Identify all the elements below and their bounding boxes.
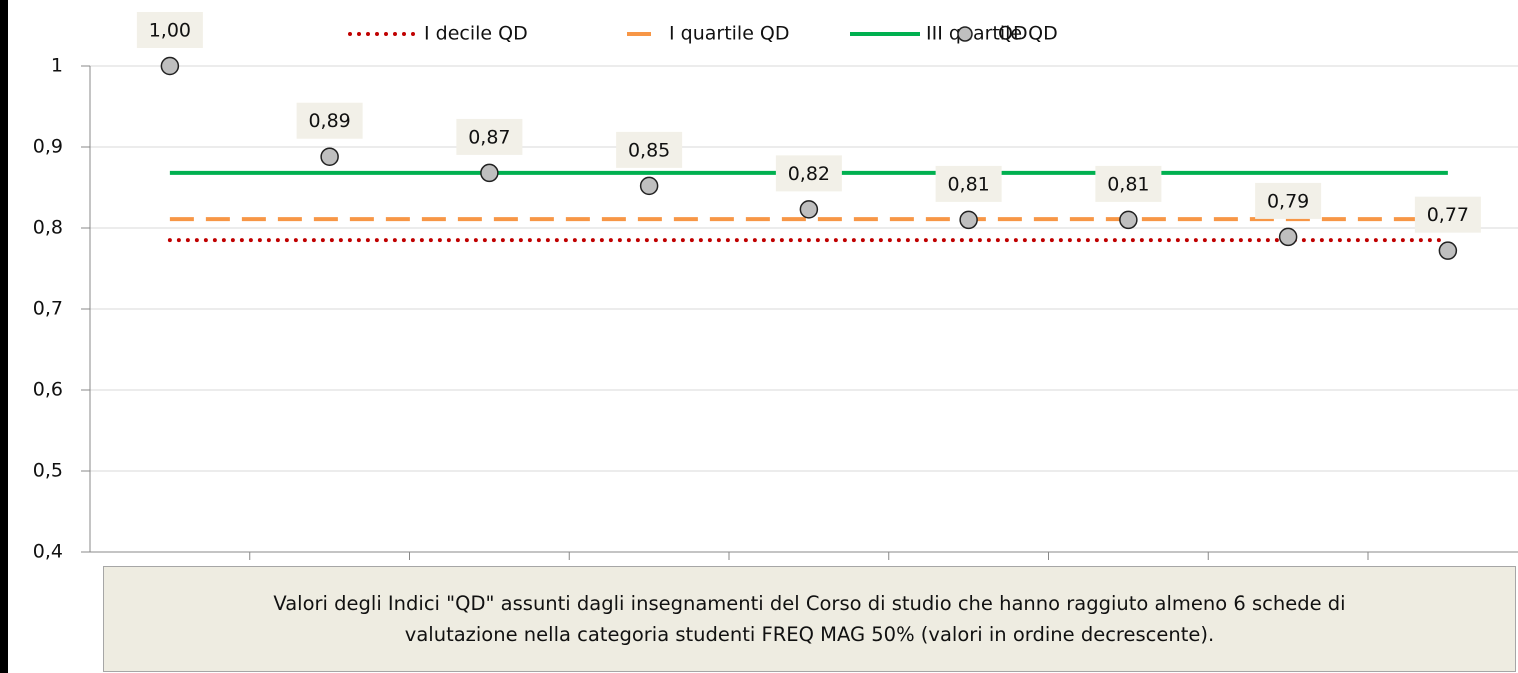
data-label: 0,87	[468, 126, 510, 148]
y-tick-label: 0,6	[33, 379, 63, 401]
y-tick-label: 0,8	[33, 217, 63, 239]
data-label-box	[136, 12, 203, 48]
data-label: 0,79	[1267, 190, 1309, 212]
legend-marker	[957, 26, 973, 42]
data-label-box	[1255, 182, 1322, 219]
data-label: 0,89	[308, 110, 350, 132]
marker	[639, 176, 659, 196]
legend-label: I decile QD	[424, 23, 528, 45]
marker	[1278, 227, 1298, 247]
data-label-box	[456, 118, 523, 155]
caption: Valori degli Indici "QD" assunti dagli i…	[103, 566, 1516, 672]
marker	[160, 56, 180, 76]
y-tick-label: 0,9	[33, 136, 63, 158]
marker	[320, 147, 339, 166]
data-label-box	[775, 155, 842, 192]
data-label: 0,77	[1427, 204, 1469, 226]
y-tick-label: 0,7	[33, 298, 63, 320]
legend-label: I quartile QD	[669, 23, 790, 45]
legend-label: III quartile QD	[926, 23, 1058, 45]
data-label-box	[1095, 165, 1162, 202]
marker	[799, 200, 819, 219]
marker	[1438, 241, 1458, 260]
data-label: 0,81	[1107, 173, 1149, 195]
data-label: 0,82	[788, 163, 830, 185]
data-label-box	[616, 131, 683, 168]
marker	[480, 163, 499, 183]
y-tick-label: 0,5	[33, 460, 63, 482]
data-label: 0,85	[628, 139, 670, 161]
y-tick-label: 1	[51, 55, 63, 77]
marker	[959, 210, 978, 230]
data-label-box	[935, 165, 1002, 202]
y-tick-label: 0,4	[33, 541, 63, 563]
left-border	[0, 0, 8, 673]
data-label: 0,81	[947, 173, 989, 195]
data-label: 1,00	[149, 20, 191, 42]
legend-label: QD	[998, 23, 1028, 45]
data-label-box	[296, 102, 363, 139]
marker	[1119, 210, 1138, 230]
data-label-box	[1414, 196, 1481, 233]
